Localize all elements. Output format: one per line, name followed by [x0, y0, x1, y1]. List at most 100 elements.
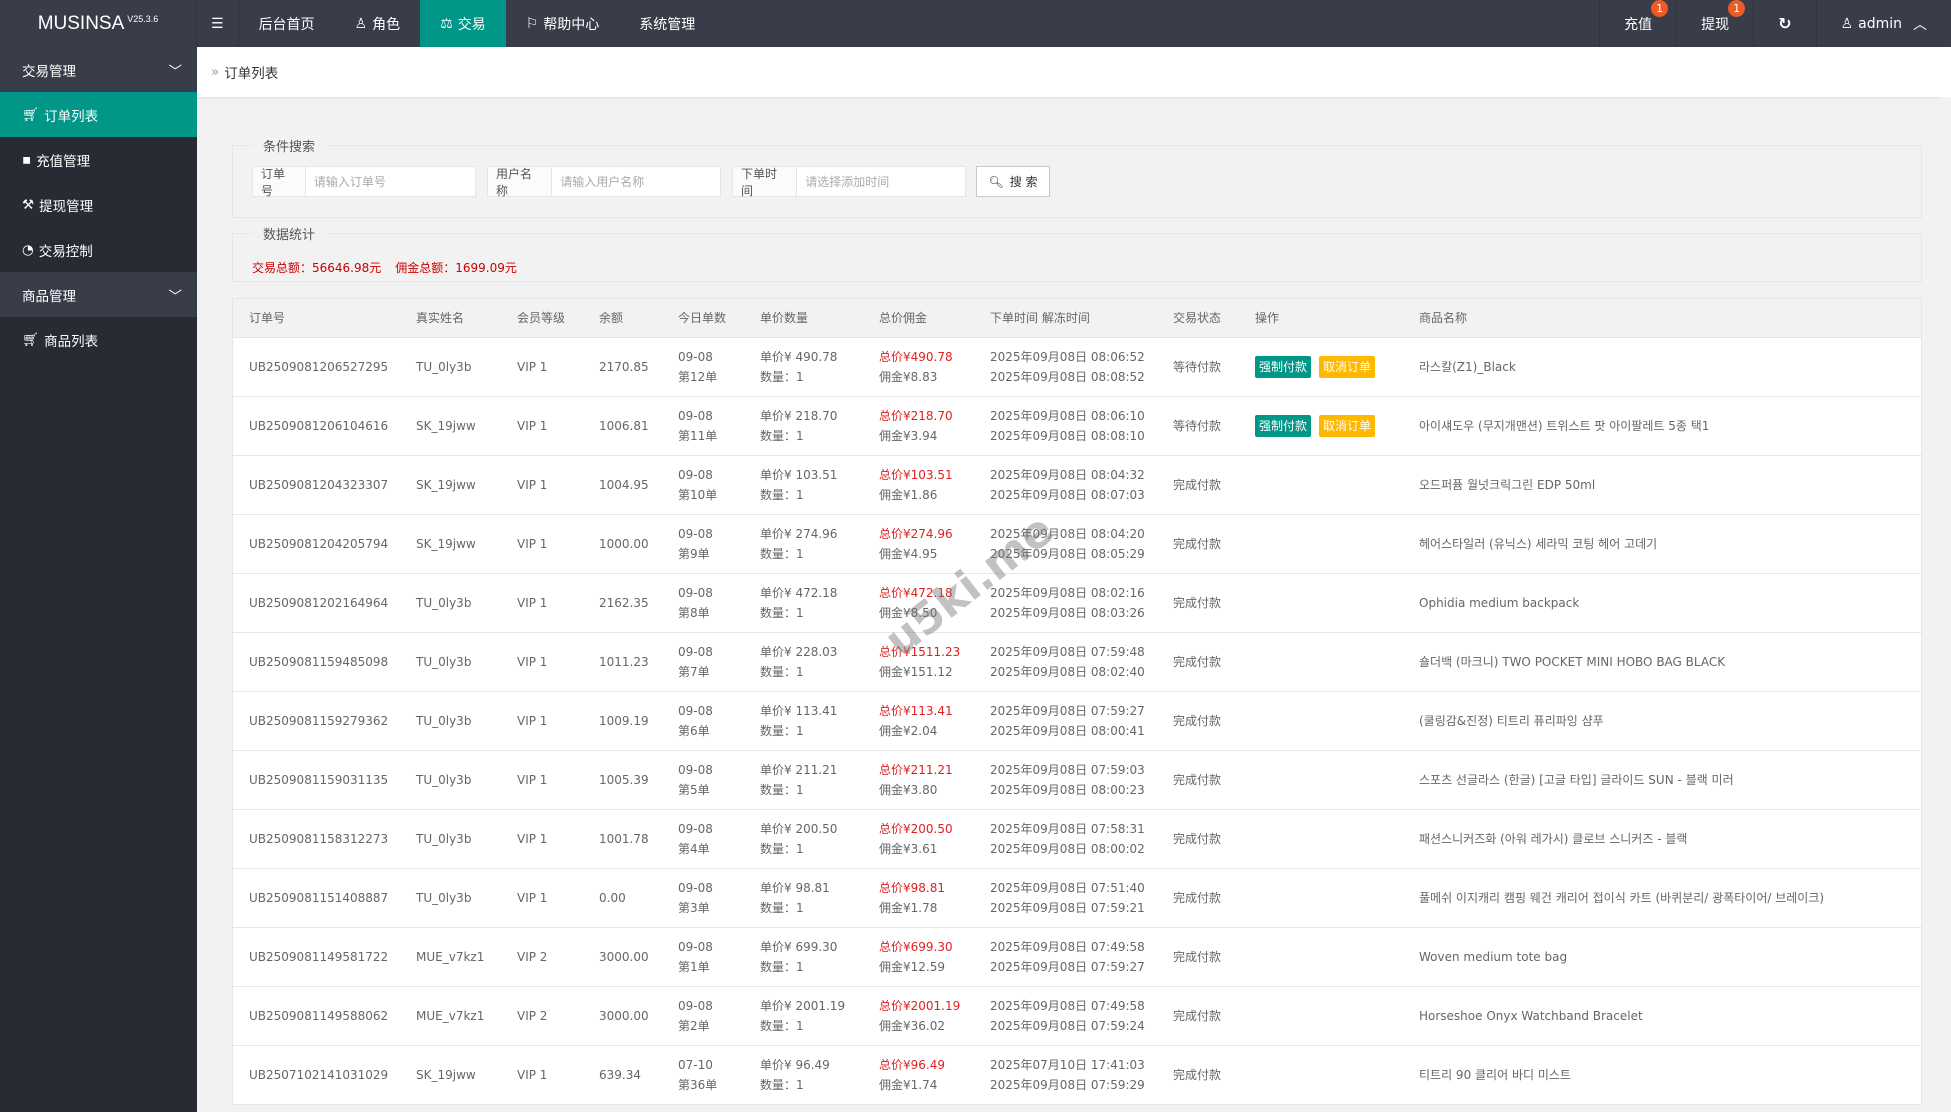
- price-qty-price: 单价¥ 472.18: [760, 586, 838, 600]
- total-commission-total: 总价¥699.30: [879, 940, 953, 954]
- withdraw-link[interactable]: 提现 1: [1676, 0, 1753, 47]
- balance: 1011.23: [599, 633, 649, 691]
- product-name: 헤어스타일러 (유닉스) 세라믹 코팅 헤어 고데기: [1419, 515, 1657, 573]
- time-input[interactable]: [797, 167, 965, 196]
- price-qty-qty: 数量：1: [760, 547, 804, 561]
- table-row: UB2509081158312273 TU_0ly3b VIP 1 1001.78 09…: [232, 810, 1922, 869]
- real-name: TU_0ly3b: [416, 574, 471, 632]
- nav-trade[interactable]: ⚖ 交易: [420, 0, 506, 47]
- balance: 1009.19: [599, 692, 649, 750]
- logo[interactable]: MUSINSA V25.3.6: [0, 0, 197, 47]
- column-header: 今日单数: [678, 311, 727, 325]
- total-commission-comm: 佣金¥1.78: [879, 901, 938, 915]
- stats-fieldset: 数据统计: [232, 224, 1922, 282]
- real-name: TU_0ly3b: [416, 338, 471, 396]
- table-row: UB2509081159485098 TU_0ly3b VIP 1 1011.23 09…: [232, 633, 1922, 692]
- sidebar-group-trade[interactable]: 交易管理 ﹀: [0, 47, 197, 92]
- price-qty: 单价¥ 228.03 数量：1: [760, 633, 837, 691]
- withdraw-badge: 1: [1728, 0, 1746, 17]
- time-label: 下单时间: [733, 167, 798, 198]
- today-count-nth: 第7单: [678, 665, 710, 679]
- today-count-date: 09-08: [678, 468, 713, 482]
- sidebar-item-recharge[interactable]: ▪ 充值管理: [0, 137, 197, 182]
- group-label: 交易管理: [22, 63, 76, 80]
- total-commission: 总价¥699.30 佣金¥12.59: [879, 928, 953, 986]
- balance: 2162.35: [599, 574, 649, 632]
- cart-icon: 🛒︎: [22, 331, 40, 348]
- search-button[interactable]: 🔍︎ 搜 索: [976, 166, 1050, 197]
- total-commission-total: 总价¥96.49: [879, 1058, 945, 1072]
- total-commission-total: 总价¥2001.19: [879, 999, 961, 1013]
- times-t2: 2025年09月08日 07:59:29: [990, 1078, 1145, 1092]
- times-t2: 2025年09月08日 08:00:02: [990, 842, 1145, 856]
- username-input[interactable]: [552, 167, 720, 196]
- total-commission-comm: 佣金¥12.59: [879, 960, 945, 974]
- recharge-link[interactable]: 充值 1: [1599, 0, 1676, 47]
- order-no-input[interactable]: [305, 167, 475, 196]
- real-name-name: TU_0ly3b: [416, 773, 472, 787]
- nav-help[interactable]: ⚐ 帮助中心: [506, 0, 620, 47]
- product-name: Woven medium tote bag: [1419, 928, 1567, 986]
- sidebar: 交易管理 ﹀ 🛒︎ 订单列表 ▪ 充值管理 ⚒ 提现管理 ◔ 交易控制 商品管理 ﹀ 🛒︎ 商…: [0, 47, 197, 1112]
- real-name-name: MUE_v7kz1: [416, 950, 485, 964]
- force-pay-button[interactable]: 强制付款: [1255, 415, 1312, 437]
- member-level: VIP 2: [517, 928, 547, 986]
- today-count-nth: 第8单: [678, 606, 710, 620]
- scrollbar[interactable]: [1939, 97, 1951, 1112]
- table-header: 订单号 真实姓名 会员等级 余额 今日单数 单价数量 总价佣金 下单时间 解冻时间 交易状态 操作…: [232, 298, 1922, 338]
- force-pay-button[interactable]: 强制付款: [1255, 356, 1312, 378]
- price-qty: 单价¥ 98.81 数量：1: [760, 869, 830, 927]
- sidebar-group-goods[interactable]: 商品管理 ﹀: [0, 272, 197, 317]
- cancel-order-button[interactable]: 取消订单: [1319, 415, 1376, 437]
- price-qty-price: 单价¥ 211.21: [760, 763, 838, 777]
- price-qty: 单价¥ 218.70 数量：1: [760, 397, 837, 455]
- trade-status-status: 完成付款: [1173, 596, 1222, 610]
- user-menu[interactable]: ♙ admin ︿: [1815, 0, 1951, 47]
- trade-status: 完成付款: [1173, 810, 1221, 868]
- order-no-order: UB2509081159031135: [249, 773, 389, 787]
- column-header: 订单号: [249, 311, 286, 325]
- balance: 1006.81: [599, 397, 649, 455]
- nav-role[interactable]: ♙ 角色: [335, 0, 421, 47]
- refresh-icon[interactable]: ↻: [1753, 0, 1815, 47]
- member-level-level: VIP 1: [517, 537, 548, 551]
- trade-status-status: 完成付款: [1173, 950, 1222, 964]
- price-qty: 单价¥ 699.30 数量：1: [760, 928, 837, 986]
- real-name: MUE_v7kz1: [416, 928, 484, 986]
- member-level-level: VIP 2: [517, 1009, 548, 1023]
- table-row: UB2509081151408887 TU_0ly3b VIP 1 0.00 09-08…: [232, 869, 1922, 928]
- product-name-product: Ophidia medium backpack: [1419, 596, 1580, 610]
- sidebar-item-orders[interactable]: 🛒︎ 订单列表: [0, 92, 197, 137]
- trade-status: 等待付款: [1173, 338, 1221, 396]
- column-header: 操作: [1255, 311, 1280, 325]
- search-button-label: 搜 索: [1009, 175, 1038, 189]
- sidebar-item-trade-control[interactable]: ◔ 交易控制: [0, 227, 197, 272]
- nav-home[interactable]: 后台首页: [239, 0, 335, 47]
- order-no-order: UB2509081149588062: [249, 1009, 389, 1023]
- sidebar-item-goods-list[interactable]: 🛒︎ 商品列表: [0, 317, 197, 362]
- sidebar-item-withdraw[interactable]: ⚒ 提现管理: [0, 182, 197, 227]
- trade-status: 完成付款: [1173, 692, 1221, 750]
- total-commission: 总价¥1511.23 佣金¥151.12: [879, 633, 960, 691]
- top-bar: MUSINSA V25.3.6 ☰ 后台首页 ♙ 角色 ⚖ 交易 ⚐ 帮助中心 系统管理…: [0, 0, 1951, 47]
- member-level: VIP 1: [517, 869, 547, 927]
- member-level-level: VIP 1: [517, 596, 548, 610]
- trade-status: 完成付款: [1173, 751, 1221, 809]
- member-level: VIP 1: [517, 633, 547, 691]
- product-name: 라스칼(Z1)_Black: [1419, 338, 1516, 396]
- cancel-order-button[interactable]: 取消订单: [1319, 356, 1376, 378]
- nav-system[interactable]: 系统管理: [619, 0, 715, 47]
- times-t2: 2025年09月08日 08:05:29: [990, 547, 1145, 561]
- trade-status-status: 完成付款: [1173, 832, 1222, 846]
- times-t2: 2025年09月08日 08:07:03: [990, 488, 1145, 502]
- member-level: VIP 1: [517, 338, 547, 396]
- username-label: 用户名称: [488, 167, 553, 198]
- table-body: UB2509081206527295 TU_0ly3b VIP 1 2170.85 09…: [232, 338, 1922, 1105]
- column-header: 真实姓名: [416, 311, 465, 325]
- times: 2025年09月08日 07:49:58 2025年09月08日 07:59:24: [990, 987, 1145, 1045]
- balance-balance: 1006.81: [599, 419, 649, 433]
- product-name-product: 오드퍼퓸 월넛크릭그린 EDP 50ml: [1419, 478, 1596, 492]
- balance-balance: 2170.85: [599, 360, 649, 374]
- times-t2: 2025年09月08日 07:59:24: [990, 1019, 1145, 1033]
- menu-toggle-icon[interactable]: ☰: [197, 0, 239, 47]
